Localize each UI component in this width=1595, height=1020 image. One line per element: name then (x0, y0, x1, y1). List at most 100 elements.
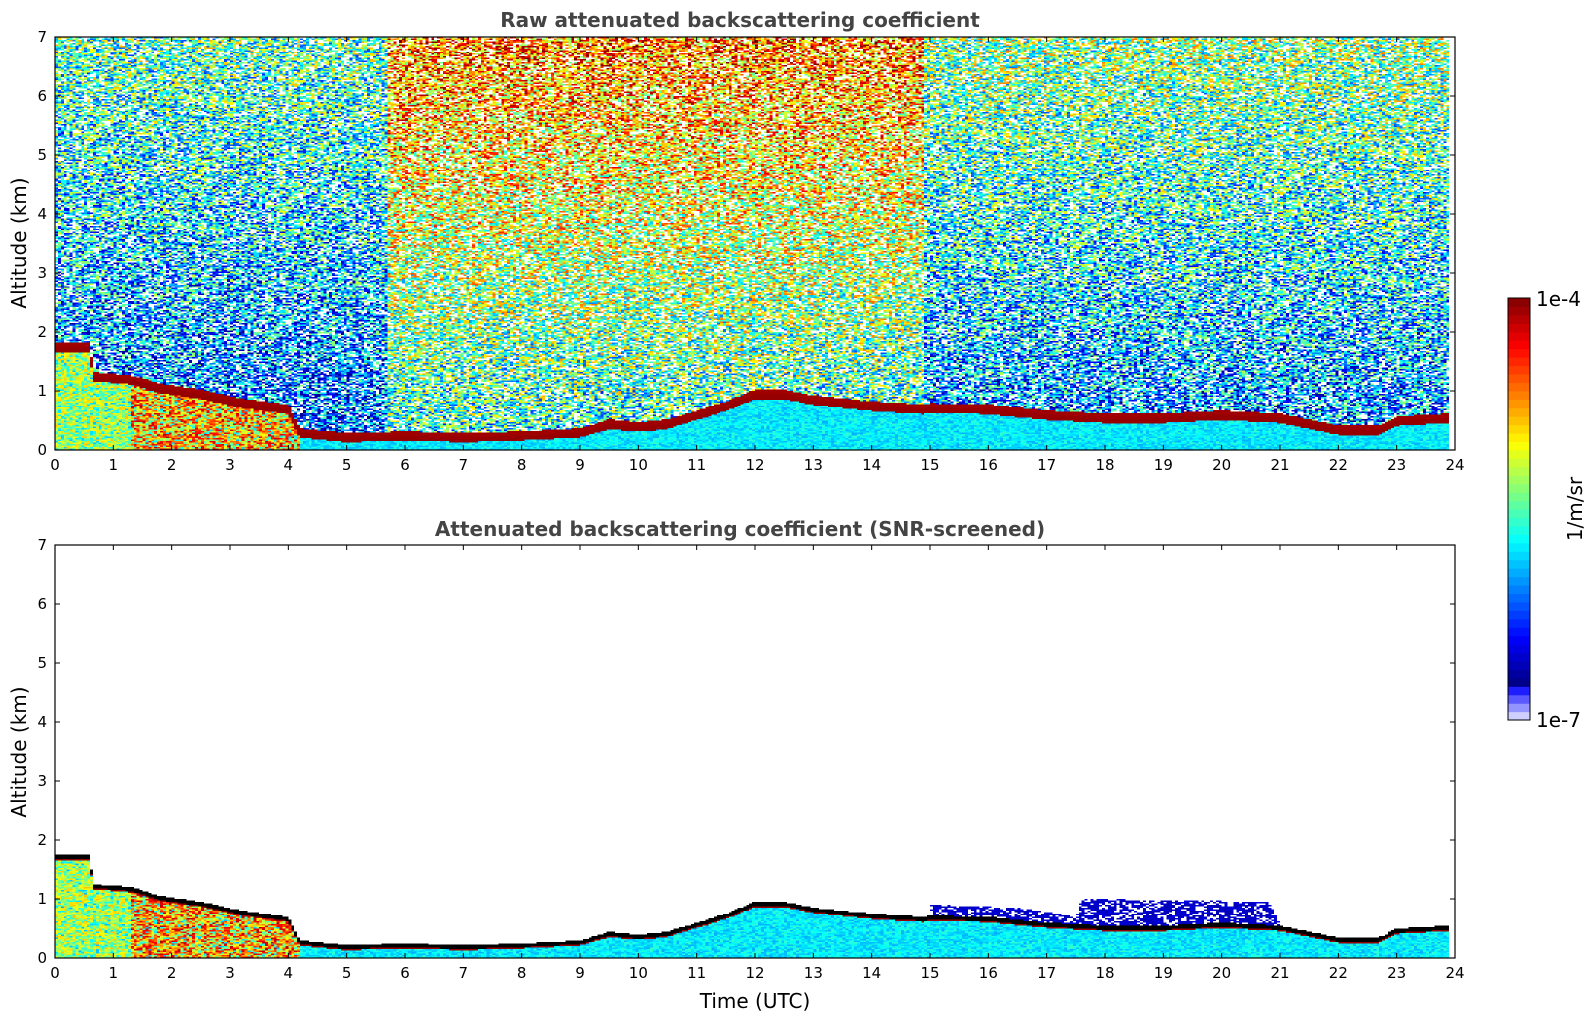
raw-x-tick-label: 23 (1387, 456, 1406, 474)
colorbar-band (1508, 652, 1530, 662)
colorbar-band (1508, 458, 1530, 468)
screened-x-tick-label: 12 (745, 964, 764, 982)
screened-x-tick-label: 18 (1095, 964, 1114, 982)
colorbar-band (1508, 686, 1530, 696)
colorbar-band (1508, 306, 1530, 316)
screened-x-tick-label: 5 (342, 964, 352, 982)
colorbar-max-label: 1e-4 (1536, 287, 1581, 311)
colorbar-band (1508, 340, 1530, 350)
colorbar-band (1508, 644, 1530, 654)
colorbar-band (1508, 323, 1530, 333)
colorbar-band (1508, 433, 1530, 443)
colorbar-band (1508, 635, 1530, 645)
screened-y-tick-label: 5 (37, 654, 47, 672)
colorbar-band (1508, 568, 1530, 578)
screened-x-tick-label: 1 (109, 964, 119, 982)
colorbar-band (1508, 492, 1530, 502)
screened-x-tick-label: 0 (50, 964, 60, 982)
screened-x-tick-label: 8 (517, 964, 527, 982)
colorbar-band (1508, 618, 1530, 628)
raw-y-tick-label: 7 (37, 28, 47, 46)
colorbar-band (1508, 703, 1530, 713)
colorbar-band (1508, 314, 1530, 324)
colorbar-band (1508, 677, 1530, 687)
colorbar-bands (1508, 298, 1530, 721)
colorbar-band (1508, 365, 1530, 375)
raw-backscatter-panel: Raw attenuated backscattering coefficien… (7, 8, 1465, 474)
colorbar-band (1508, 441, 1530, 451)
screened-y-axis-label: Altitude (km) (7, 686, 31, 817)
screened-y-tick-label: 0 (37, 949, 47, 967)
colorbar-band (1508, 424, 1530, 434)
screened-y-ticks: 0 1 2 3 4 5 6 7 (37, 536, 1455, 967)
raw-x-tick-label: 7 (459, 456, 469, 474)
screened-x-tick-label: 11 (687, 964, 706, 982)
raw-x-tick-label: 19 (1154, 456, 1173, 474)
screened-x-tick-label: 17 (1037, 964, 1056, 982)
screened-x-tick-label: 24 (1445, 964, 1464, 982)
raw-x-tick-label: 20 (1212, 456, 1231, 474)
colorbar-band (1508, 466, 1530, 476)
colorbar-band (1508, 483, 1530, 493)
colorbar-band (1508, 576, 1530, 586)
screened-x-tick-label: 19 (1154, 964, 1173, 982)
screened-x-tick-label: 15 (920, 964, 939, 982)
screened-x-ticks: 0 1 2 3 4 5 6 7 8 9 10 11 12 13 14 15 16 17 18 19 20 21 22 23 24 (50, 545, 1465, 982)
raw-y-tick-label: 5 (37, 146, 47, 164)
raw-x-tick-label: 14 (862, 456, 881, 474)
colorbar-band (1508, 694, 1530, 704)
colorbar-band (1508, 627, 1530, 637)
colorbar-band (1508, 382, 1530, 392)
colorbar-band (1508, 525, 1530, 535)
screened-x-tick-label: 14 (862, 964, 881, 982)
raw-panel-title: Raw attenuated backscattering coefficien… (500, 8, 980, 32)
raw-x-tick-label: 9 (575, 456, 585, 474)
screened-x-tick-label: 2 (167, 964, 177, 982)
raw-x-tick-label: 6 (400, 456, 410, 474)
colorbar-band (1508, 551, 1530, 561)
colorbar-units-label: 1/m/sr (1563, 476, 1587, 541)
screened-x-tick-label: 9 (575, 964, 585, 982)
screened-heatmap-image (55, 545, 1455, 958)
raw-y-tick-label: 0 (37, 441, 47, 459)
screened-x-tick-label: 3 (225, 964, 235, 982)
raw-x-tick-label: 5 (342, 456, 352, 474)
raw-x-tick-label: 13 (804, 456, 823, 474)
colorbar-band (1508, 542, 1530, 552)
colorbar-band (1508, 534, 1530, 544)
screened-y-tick-label: 6 (37, 595, 47, 613)
colorbar-band (1508, 584, 1530, 594)
screened-x-tick-label: 10 (629, 964, 648, 982)
raw-y-tick-label: 4 (37, 205, 47, 223)
raw-x-tick-label: 16 (979, 456, 998, 474)
screened-x-tick-label: 22 (1329, 964, 1348, 982)
colorbar-min-label: 1e-7 (1536, 708, 1581, 732)
raw-x-tick-label: 11 (687, 456, 706, 474)
colorbar-frame (1507, 297, 1531, 721)
raw-x-tick-label: 4 (284, 456, 294, 474)
screened-x-tick-label: 16 (979, 964, 998, 982)
colorbar-band (1508, 348, 1530, 358)
raw-x-tick-label: 10 (629, 456, 648, 474)
screened-y-tick-label: 4 (37, 713, 47, 731)
x-axis-label: Time (UTC) (699, 989, 811, 1013)
colorbar-band (1508, 711, 1530, 721)
screened-x-tick-label: 20 (1212, 964, 1231, 982)
screened-x-tick-label: 4 (284, 964, 294, 982)
colorbar-band (1508, 373, 1530, 383)
raw-y-ticks: 0 1 2 3 4 5 6 7 (37, 28, 1455, 459)
colorbar-band (1508, 593, 1530, 603)
raw-x-ticks: 0 1 2 3 4 5 6 7 8 9 10 11 12 13 14 15 16 17 18 19 20 21 22 23 24 (50, 37, 1465, 474)
screened-y-tick-label: 7 (37, 536, 47, 554)
raw-y-tick-label: 1 (37, 382, 47, 400)
screened-x-tick-label: 6 (400, 964, 410, 982)
colorbar-band (1508, 500, 1530, 510)
raw-y-axis-label: Altitude (km) (7, 177, 31, 308)
screened-heatmap (55, 545, 1455, 958)
screened-x-tick-label: 23 (1387, 964, 1406, 982)
colorbar-band (1508, 407, 1530, 417)
raw-y-tick-label: 6 (37, 87, 47, 105)
screened-y-tick-label: 1 (37, 890, 47, 908)
colorbar-band (1508, 331, 1530, 341)
